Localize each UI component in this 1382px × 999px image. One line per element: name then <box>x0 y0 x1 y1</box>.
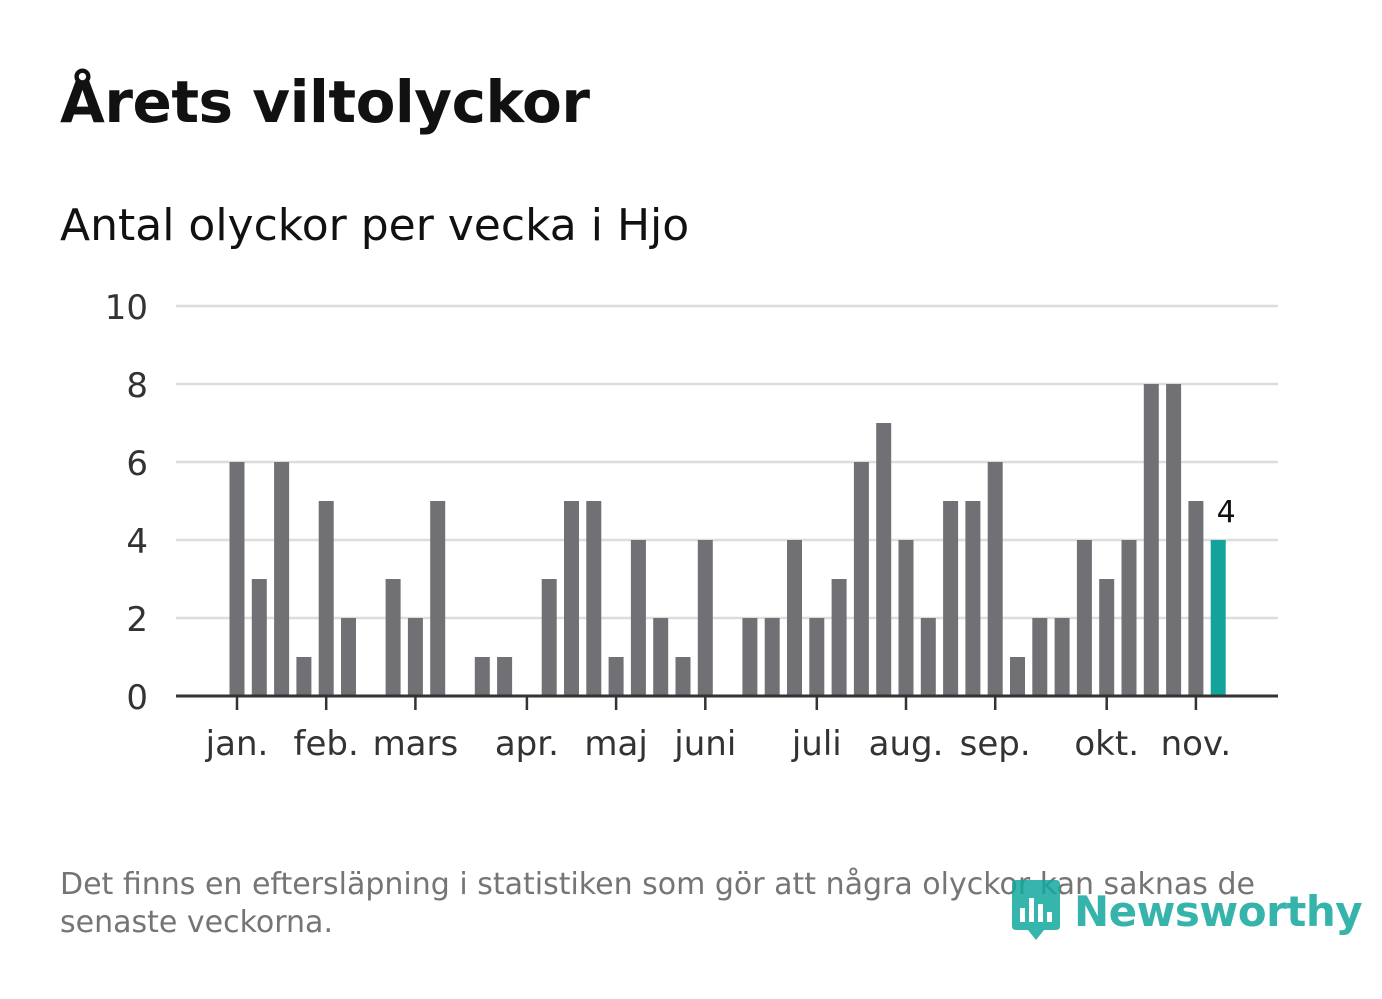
bar <box>987 462 1003 696</box>
bar <box>920 618 936 696</box>
newsworthy-logo-text: Newsworthy <box>1074 886 1363 936</box>
x-tick-label: juni <box>673 724 736 764</box>
bar <box>943 501 959 696</box>
bar <box>296 657 312 696</box>
bar <box>1076 540 1092 696</box>
bar <box>1054 618 1070 696</box>
y-tick-label: 0 <box>126 678 148 718</box>
bar <box>274 462 290 696</box>
bar <box>608 657 624 696</box>
bar <box>675 657 691 696</box>
bar <box>586 501 602 696</box>
bar <box>898 540 914 696</box>
bar <box>341 618 356 696</box>
y-tick-label: 6 <box>126 444 148 484</box>
bar <box>1166 384 1182 696</box>
bar <box>229 462 245 696</box>
x-tick-label: feb. <box>294 724 359 764</box>
bar <box>251 579 267 696</box>
bar <box>1010 657 1025 696</box>
bar <box>809 618 825 696</box>
bar <box>1143 384 1159 696</box>
x-tick-label: juli <box>791 724 842 764</box>
bar <box>1099 579 1115 696</box>
x-tick-label: jan. <box>205 724 269 764</box>
bar <box>764 618 780 696</box>
bar <box>1188 501 1204 696</box>
bar <box>697 540 713 696</box>
bar <box>407 618 423 696</box>
bar <box>630 540 646 696</box>
bar <box>385 579 401 696</box>
bar <box>653 618 669 696</box>
chart-subtitle: Antal olyckor per vecka i Hjo <box>60 200 690 251</box>
y-tick-label: 2 <box>126 600 148 640</box>
bar <box>474 657 490 696</box>
bar <box>318 501 334 696</box>
bar <box>876 423 892 696</box>
bar <box>1032 618 1048 696</box>
bar <box>497 657 513 696</box>
bar <box>787 540 802 696</box>
bar <box>541 579 557 696</box>
bar <box>430 501 446 696</box>
current-week-value-label: 4 <box>1217 495 1236 530</box>
x-tick-label: sep. <box>960 724 1031 764</box>
newsworthy-logo: Newsworthy <box>1010 878 1363 944</box>
bar <box>831 579 847 696</box>
x-tick-label: mars <box>373 724 459 764</box>
y-tick-label: 8 <box>126 366 148 406</box>
x-tick-label: apr. <box>495 724 559 764</box>
y-tick-label: 4 <box>126 522 148 562</box>
bar <box>1121 540 1137 696</box>
bar <box>742 618 758 696</box>
bar-current-week <box>1210 540 1226 696</box>
x-tick-label: nov. <box>1161 724 1232 764</box>
bar <box>965 501 981 696</box>
x-tick-label: maj <box>584 724 647 764</box>
bar <box>564 501 579 696</box>
x-tick-label: okt. <box>1074 724 1139 764</box>
x-tick-label: aug. <box>869 724 944 764</box>
y-tick-label: 10 <box>105 288 148 328</box>
bar <box>853 462 869 696</box>
newsworthy-logo-icon <box>1012 880 1060 940</box>
chart-title: Årets viltolyckor <box>60 68 590 136</box>
